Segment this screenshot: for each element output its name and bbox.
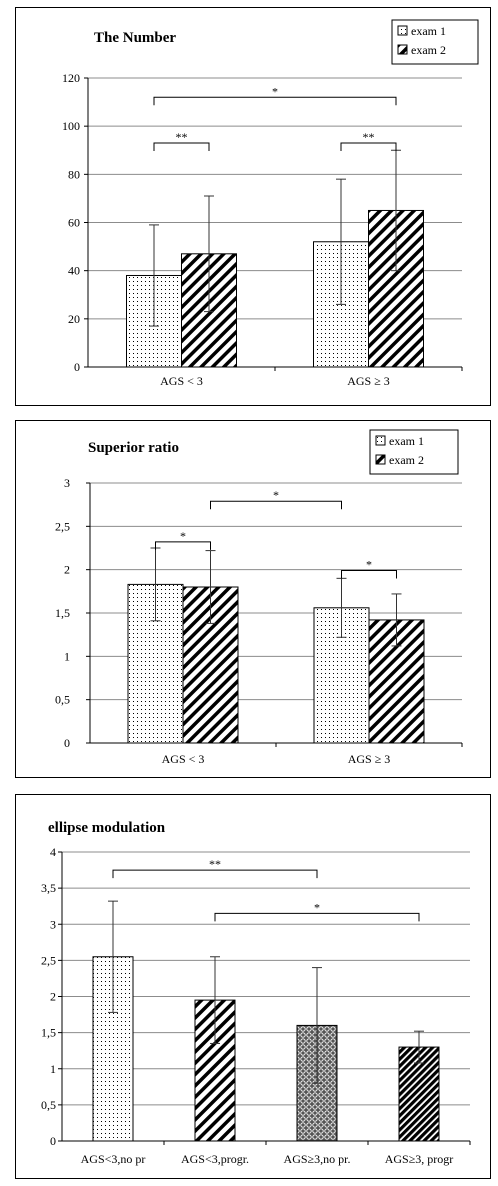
y-tick-label: 3 [64, 476, 70, 490]
x-category-label: AGS ≥ 3 [347, 374, 390, 388]
y-tick-label: 3 [50, 917, 56, 931]
x-category-label: AGS<3,no pr [81, 1152, 146, 1166]
significance-label: * [273, 488, 279, 502]
y-tick-label: 1,5 [41, 1026, 56, 1040]
y-tick-label: 3,5 [41, 881, 56, 895]
chart-superior-ratio: 0 0,5 1 1,5 2 2,5 3 Superior ratio AGS < 3 AGS ≥ … [55, 429, 463, 766]
significance-bracket [210, 500, 342, 510]
x-category-label: AGS≥3,no pr. [284, 1152, 351, 1166]
significance-bracket [340, 142, 397, 152]
x-category-label: AGS ≥ 3 [348, 752, 391, 766]
significance-bracket [112, 869, 318, 879]
y-tick-label: 20 [68, 312, 80, 326]
chart-title: ellipse modulation [48, 820, 166, 836]
significance-label: * [180, 529, 186, 543]
significance-label: * [366, 558, 372, 572]
x-category-label: AGS≥3, progr [385, 1152, 454, 1166]
y-tick-label: 1 [64, 649, 70, 663]
y-tick-label: 0 [74, 360, 80, 374]
y-tick-label: 120 [62, 71, 80, 85]
y-tick-label: 0 [50, 1134, 56, 1148]
significance-label: ** [209, 857, 221, 871]
significance-label: * [272, 84, 278, 98]
legend-swatch [375, 454, 386, 465]
chart-title: The Number [94, 30, 176, 46]
y-tick-label: 1,5 [55, 606, 70, 620]
legend-label: exam 2 [389, 453, 424, 467]
significance-label: ** [363, 130, 375, 144]
significance-bracket [153, 96, 397, 106]
y-tick-label: 0,5 [55, 693, 70, 707]
significance-bracket [341, 570, 397, 579]
y-tick-label: 0,5 [41, 1098, 56, 1112]
significance-bracket [155, 541, 211, 550]
significance-bracket [214, 912, 420, 922]
chart-the-number: 0 20 40 60 80 100 120 The Number AGS < 3 AGS ≥ 3 *… [62, 19, 479, 388]
y-tick-label: 4 [50, 845, 56, 859]
y-tick-label: 100 [62, 119, 80, 133]
x-category-label: AGS<3,progr. [181, 1152, 249, 1166]
legend-label: exam 2 [411, 43, 446, 57]
x-category-label: AGS < 3 [162, 752, 205, 766]
chart-title: Superior ratio [88, 440, 179, 456]
significance-label: ** [176, 130, 188, 144]
legend-swatch [375, 435, 386, 446]
x-category-label: AGS < 3 [160, 374, 203, 388]
y-tick-label: 1 [50, 1062, 56, 1076]
y-tick-label: 60 [68, 216, 80, 230]
significance-label: * [314, 900, 320, 914]
y-tick-label: 0 [64, 736, 70, 750]
y-tick-label: 2,5 [41, 953, 56, 967]
legend-label: exam 1 [389, 434, 424, 448]
y-tick-label: 2,5 [55, 519, 70, 533]
legend-label: exam 1 [411, 24, 446, 38]
legend-swatch [397, 44, 408, 55]
significance-bracket [153, 142, 210, 152]
y-tick-label: 80 [68, 167, 80, 181]
y-tick-label: 40 [68, 264, 80, 278]
chart-ellipse-modulation: 0 0,5 1 1,5 2 2,5 3 3,5 4 ellipse modulation AGS<3… [41, 820, 471, 1166]
legend-swatch [397, 25, 408, 36]
y-tick-label: 2 [64, 563, 70, 577]
y-tick-label: 2 [50, 990, 56, 1004]
